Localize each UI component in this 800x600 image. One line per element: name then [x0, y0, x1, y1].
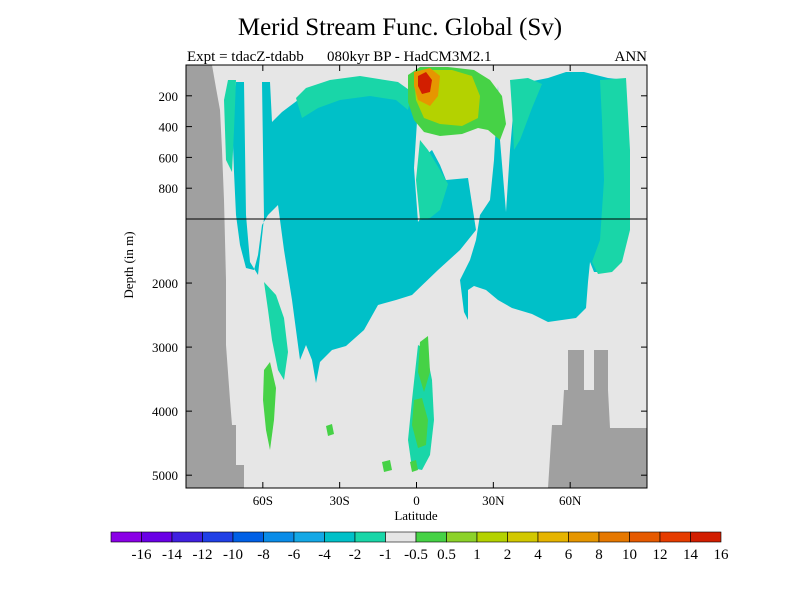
southern-deep-cell — [232, 82, 476, 383]
y-axis-ticks: 200 400 600 800 2000 3000 4000 5000 — [152, 89, 647, 483]
colorbar-label: 12 — [653, 547, 668, 563]
colorbar-label: -16 — [132, 547, 152, 563]
x-axis-ticks: 60S 30S 0 30N 60N — [253, 65, 582, 508]
colorbar-swatch — [537, 531, 569, 543]
season-label: ANN — [614, 49, 648, 65]
colorbar-swatch — [659, 531, 691, 543]
y-tick-label: 4000 — [152, 404, 178, 419]
colorbar: -16 -14 -12 -10 -8 -6 -4 -2 -1 -0.5 0.5 1 2 4 6 8 10 12 14… — [110, 531, 730, 563]
y-axis-title: Depth (in m) — [121, 231, 136, 298]
colorbar-swatch — [415, 531, 447, 543]
period-model-label: 080kyr BP - HadCM3M2.1 — [327, 49, 492, 65]
colorbar-label: -0.5 — [404, 547, 428, 563]
colorbar-label: -2 — [349, 547, 362, 563]
colorbar-swatch — [232, 531, 264, 543]
y-tick-label: 5000 — [152, 468, 178, 483]
x-tick-label: 30S — [330, 493, 350, 508]
northern-shallow-band — [510, 78, 542, 150]
x-tick-label: 60S — [253, 493, 273, 508]
colorbar-label: 10 — [622, 547, 637, 563]
y-tick-label: 400 — [159, 120, 179, 135]
y-tick-label: 2000 — [152, 276, 178, 291]
colorbar-swatch — [202, 531, 234, 543]
colorbar-swatch — [598, 531, 630, 543]
colorbar-swatch — [110, 531, 142, 543]
y-tick-label: 800 — [159, 181, 179, 196]
colorbar-swatch — [568, 531, 600, 543]
plot-field — [186, 65, 647, 488]
colorbar-swatch — [629, 531, 661, 543]
colorbar-label: -6 — [288, 547, 301, 563]
colorbar-label: 0.5 — [437, 547, 456, 563]
colorbar-swatch — [171, 531, 203, 543]
colorbar-label: 8 — [595, 547, 603, 563]
surface-band-south — [296, 76, 412, 118]
tropical-cell-peak — [418, 72, 432, 94]
southern-shallow-band — [224, 80, 236, 172]
land-mask-south — [186, 65, 244, 488]
colorbar-label: -12 — [193, 547, 213, 563]
colorbar-label: -14 — [162, 547, 182, 563]
colorbar-label: -8 — [257, 547, 270, 563]
colorbar-label: -1 — [379, 547, 392, 563]
y-tick-label: 600 — [159, 150, 179, 165]
colorbar-label: 4 — [534, 547, 542, 563]
equatorial-band — [416, 140, 448, 220]
x-tick-label: 30N — [482, 493, 505, 508]
deep-positive-equator — [412, 336, 430, 448]
y-tick-label: 200 — [159, 89, 179, 104]
colorbar-swatch — [354, 531, 386, 543]
colorbar-swatch — [385, 531, 417, 543]
northern-deep-cell — [460, 72, 630, 322]
colorbar-label: -10 — [223, 547, 243, 563]
colorbar-label: 2 — [504, 547, 512, 563]
x-axis-title: Latitude — [394, 508, 438, 523]
chart-title: Merid Stream Func. Global (Sv) — [237, 14, 563, 41]
x-tick-label: 60N — [559, 493, 582, 508]
northern-high-lat-band — [592, 78, 630, 274]
colorbar-swatch — [293, 531, 325, 543]
colorbar-label: 1 — [473, 547, 481, 563]
colorbar-label: -4 — [318, 547, 331, 563]
x-tick-label: 0 — [413, 493, 420, 508]
land-mask-north — [548, 350, 647, 488]
deep-band-south — [264, 282, 288, 380]
deep-positive-south — [263, 362, 276, 450]
colorbar-swatch — [324, 531, 356, 543]
colorbar-swatch — [690, 531, 722, 543]
colorbar-swatch — [476, 531, 508, 543]
y-tick-label: 3000 — [152, 340, 178, 355]
colorbar-label: 14 — [683, 547, 699, 563]
colorbar-swatch — [263, 531, 295, 543]
colorbar-swatch — [446, 531, 478, 543]
colorbar-swatch — [141, 531, 173, 543]
experiment-label: Expt = tdacZ-tdabb — [187, 49, 304, 65]
colorbar-label: 16 — [714, 547, 730, 563]
colorbar-label: 6 — [565, 547, 573, 563]
colorbar-swatch — [507, 531, 539, 543]
